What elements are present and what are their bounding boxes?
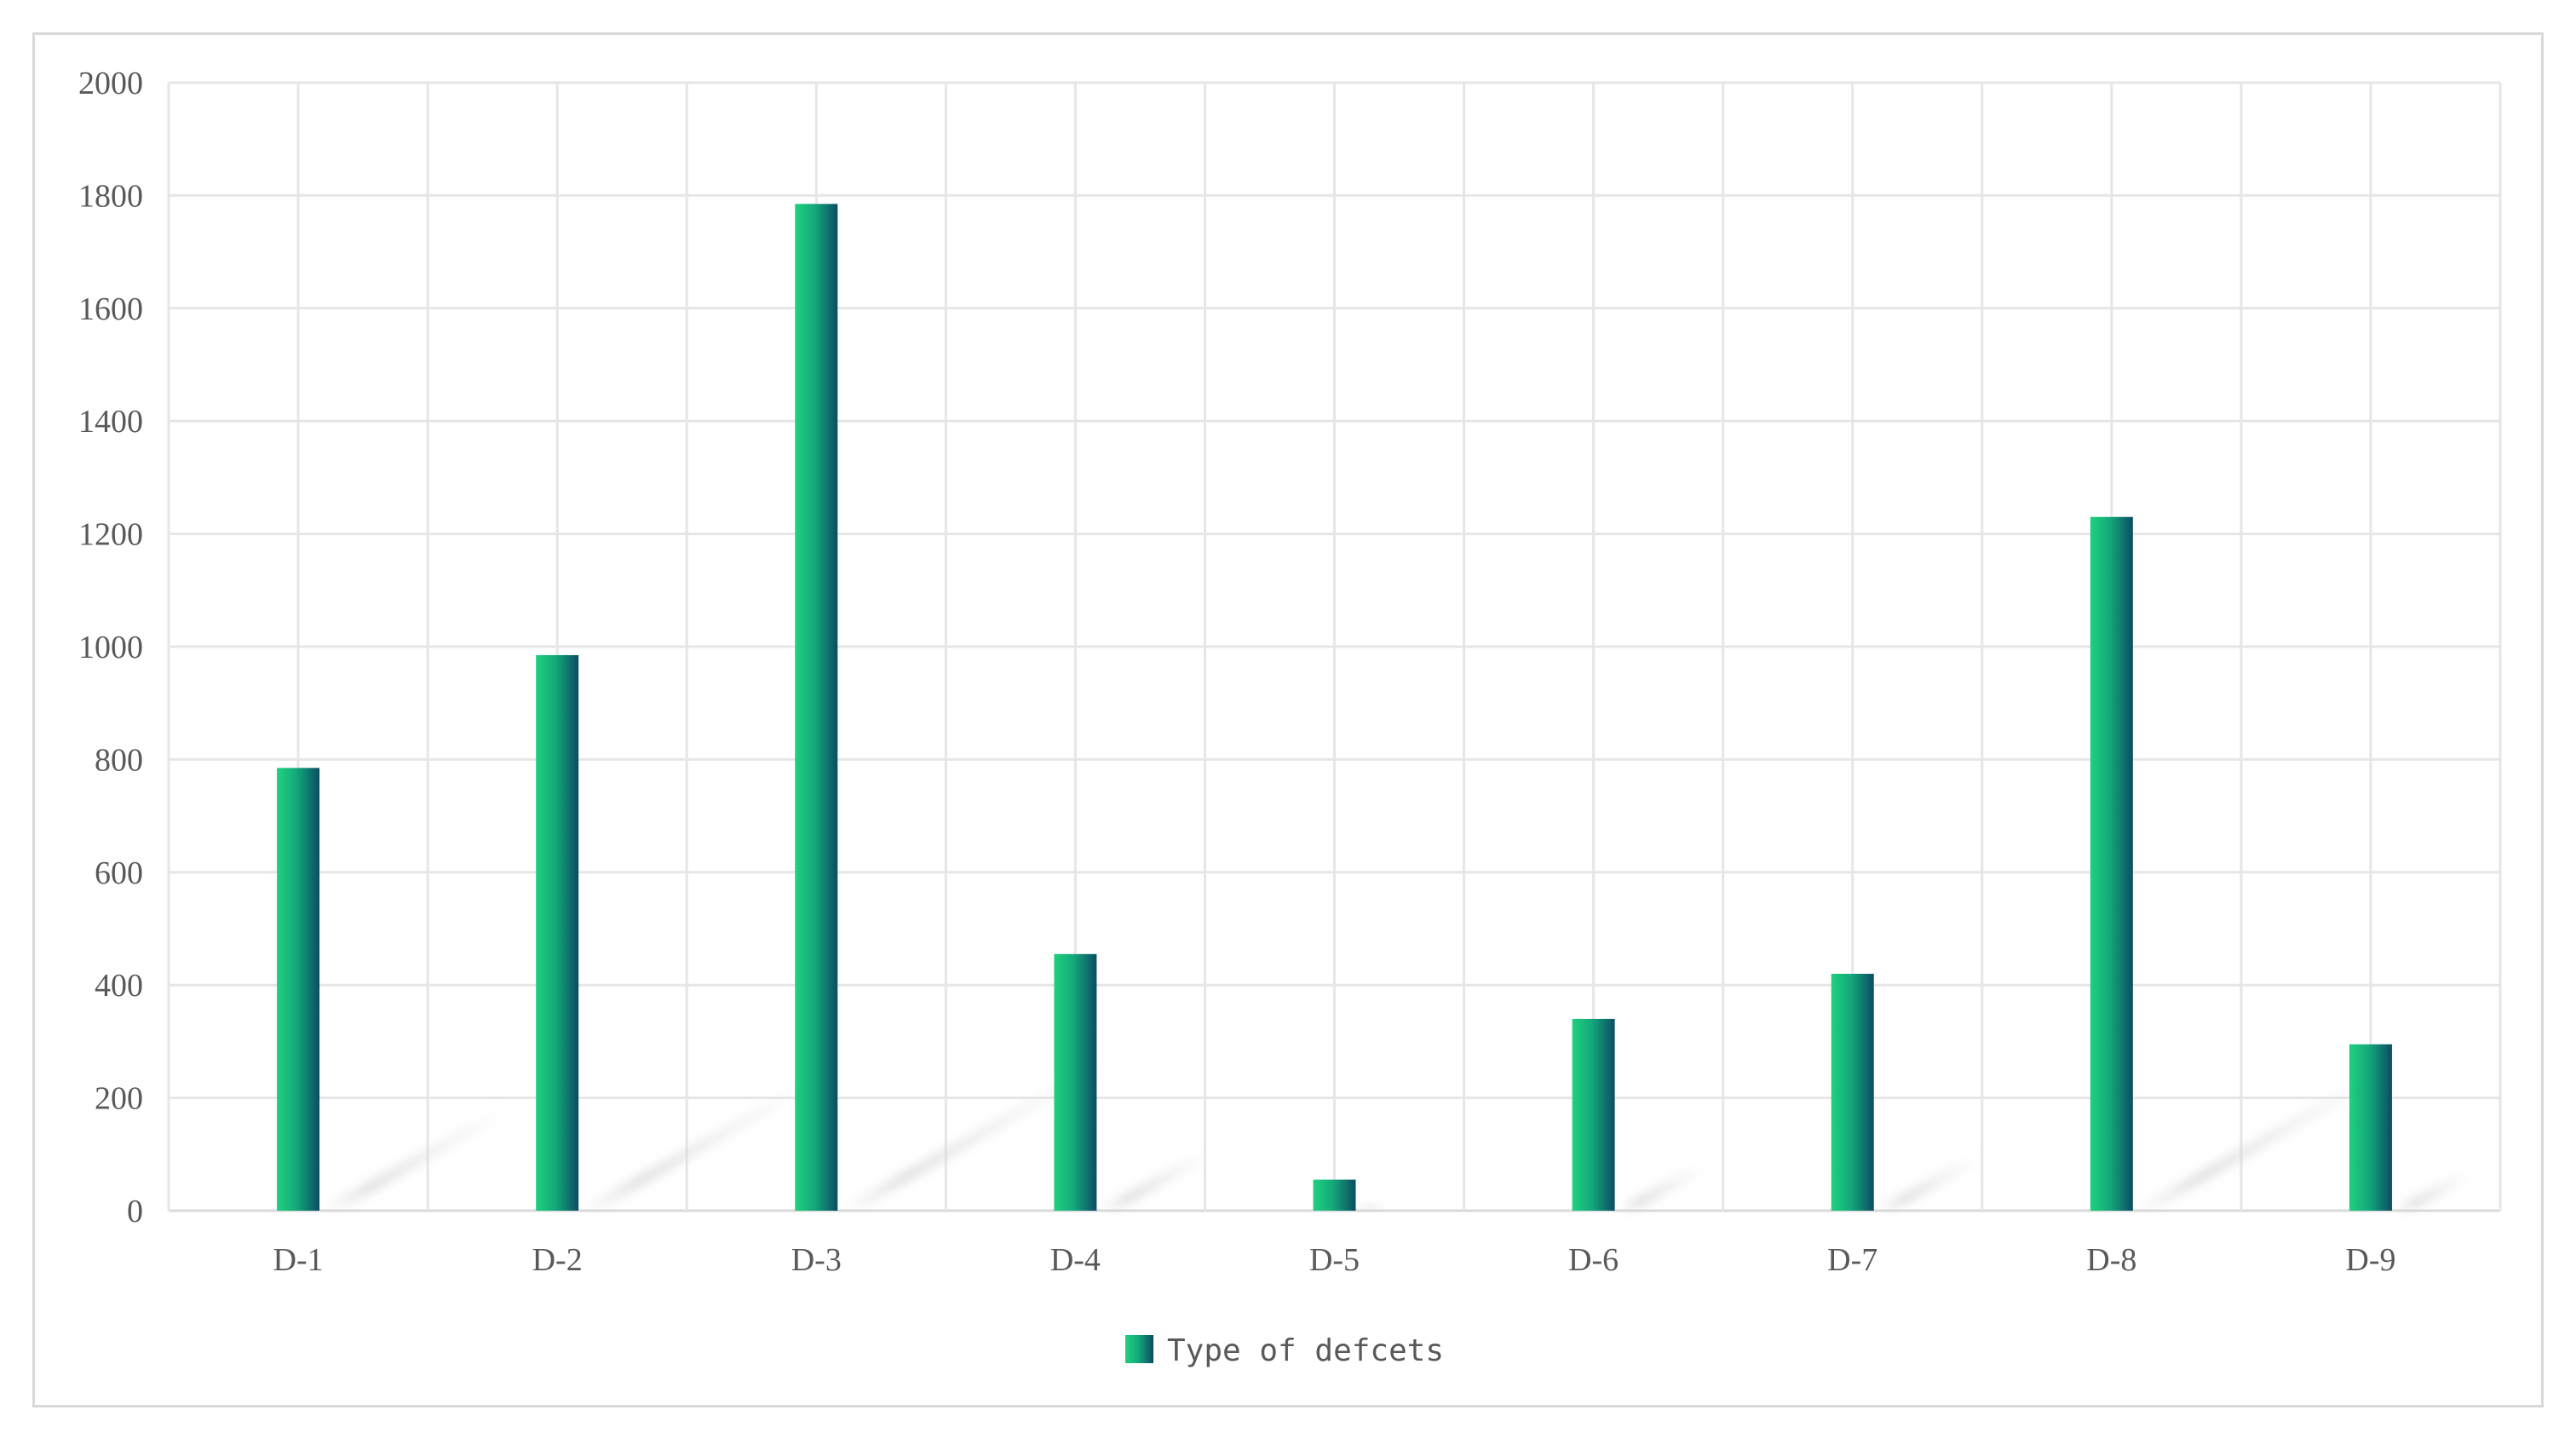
bar-shadow xyxy=(319,1108,515,1211)
x-tick-label: D-4 xyxy=(1050,1242,1101,1278)
y-tick-label: 800 xyxy=(95,742,143,778)
x-tick-label: D-1 xyxy=(273,1242,324,1278)
y-tick-label: 1800 xyxy=(78,178,143,214)
legend: Type of defcets xyxy=(1125,1333,1444,1368)
y-tick-label: 400 xyxy=(95,968,143,1004)
bar-shadows xyxy=(319,1070,2477,1211)
bar-shadow xyxy=(837,1070,1100,1211)
x-axis-ticks: D-1 D-2 D-3 D-4 D-5 D-6 D-7 D-8 D-9 xyxy=(273,1242,2396,1278)
bar-shadow xyxy=(1355,1203,1388,1211)
bars xyxy=(277,204,2392,1212)
grid-lines xyxy=(167,81,2502,1212)
x-tick-label: D-7 xyxy=(1827,1242,1877,1278)
bar-d-5 xyxy=(1313,1179,1356,1211)
y-tick-label: 1400 xyxy=(78,404,143,440)
bar-d-4 xyxy=(1054,953,1097,1211)
bar-shadow xyxy=(2132,1070,2395,1211)
x-tick-label: D-3 xyxy=(791,1242,842,1278)
bar-shadow xyxy=(1096,1151,1218,1211)
x-tick-label: D-6 xyxy=(1568,1242,1619,1278)
bar-d-3 xyxy=(795,204,838,1212)
legend-label: Type of defcets xyxy=(1167,1333,1444,1368)
bar-shadow xyxy=(578,1082,819,1211)
bar-shadow xyxy=(1614,1166,1711,1211)
y-axis-ticks: 0 200 400 600 800 1000 1200 1400 1600 1800 2000 xyxy=(78,66,143,1229)
legend-swatch xyxy=(1125,1335,1153,1363)
x-tick-label: D-9 xyxy=(2345,1242,2395,1278)
bar-d-6 xyxy=(1572,1018,1615,1211)
bar-d-9 xyxy=(2349,1044,2392,1211)
y-tick-label: 1000 xyxy=(78,630,143,665)
y-tick-label: 2000 xyxy=(78,66,143,101)
y-tick-label: 600 xyxy=(95,855,143,891)
bar-d-7 xyxy=(1831,973,1874,1211)
bar-shadow xyxy=(1873,1155,1987,1211)
y-tick-label: 200 xyxy=(95,1081,143,1117)
bar-d-2 xyxy=(536,654,579,1211)
x-tick-label: D-8 xyxy=(2086,1242,2136,1278)
y-tick-label: 1600 xyxy=(78,291,143,327)
x-tick-label: D-5 xyxy=(1309,1242,1360,1278)
bar-shadow xyxy=(2391,1171,2477,1211)
bar-d-8 xyxy=(2090,516,2133,1211)
y-tick-label: 0 xyxy=(127,1194,143,1229)
bar-d-1 xyxy=(277,768,320,1211)
x-tick-label: D-2 xyxy=(532,1242,583,1278)
y-tick-label: 1200 xyxy=(78,517,143,553)
